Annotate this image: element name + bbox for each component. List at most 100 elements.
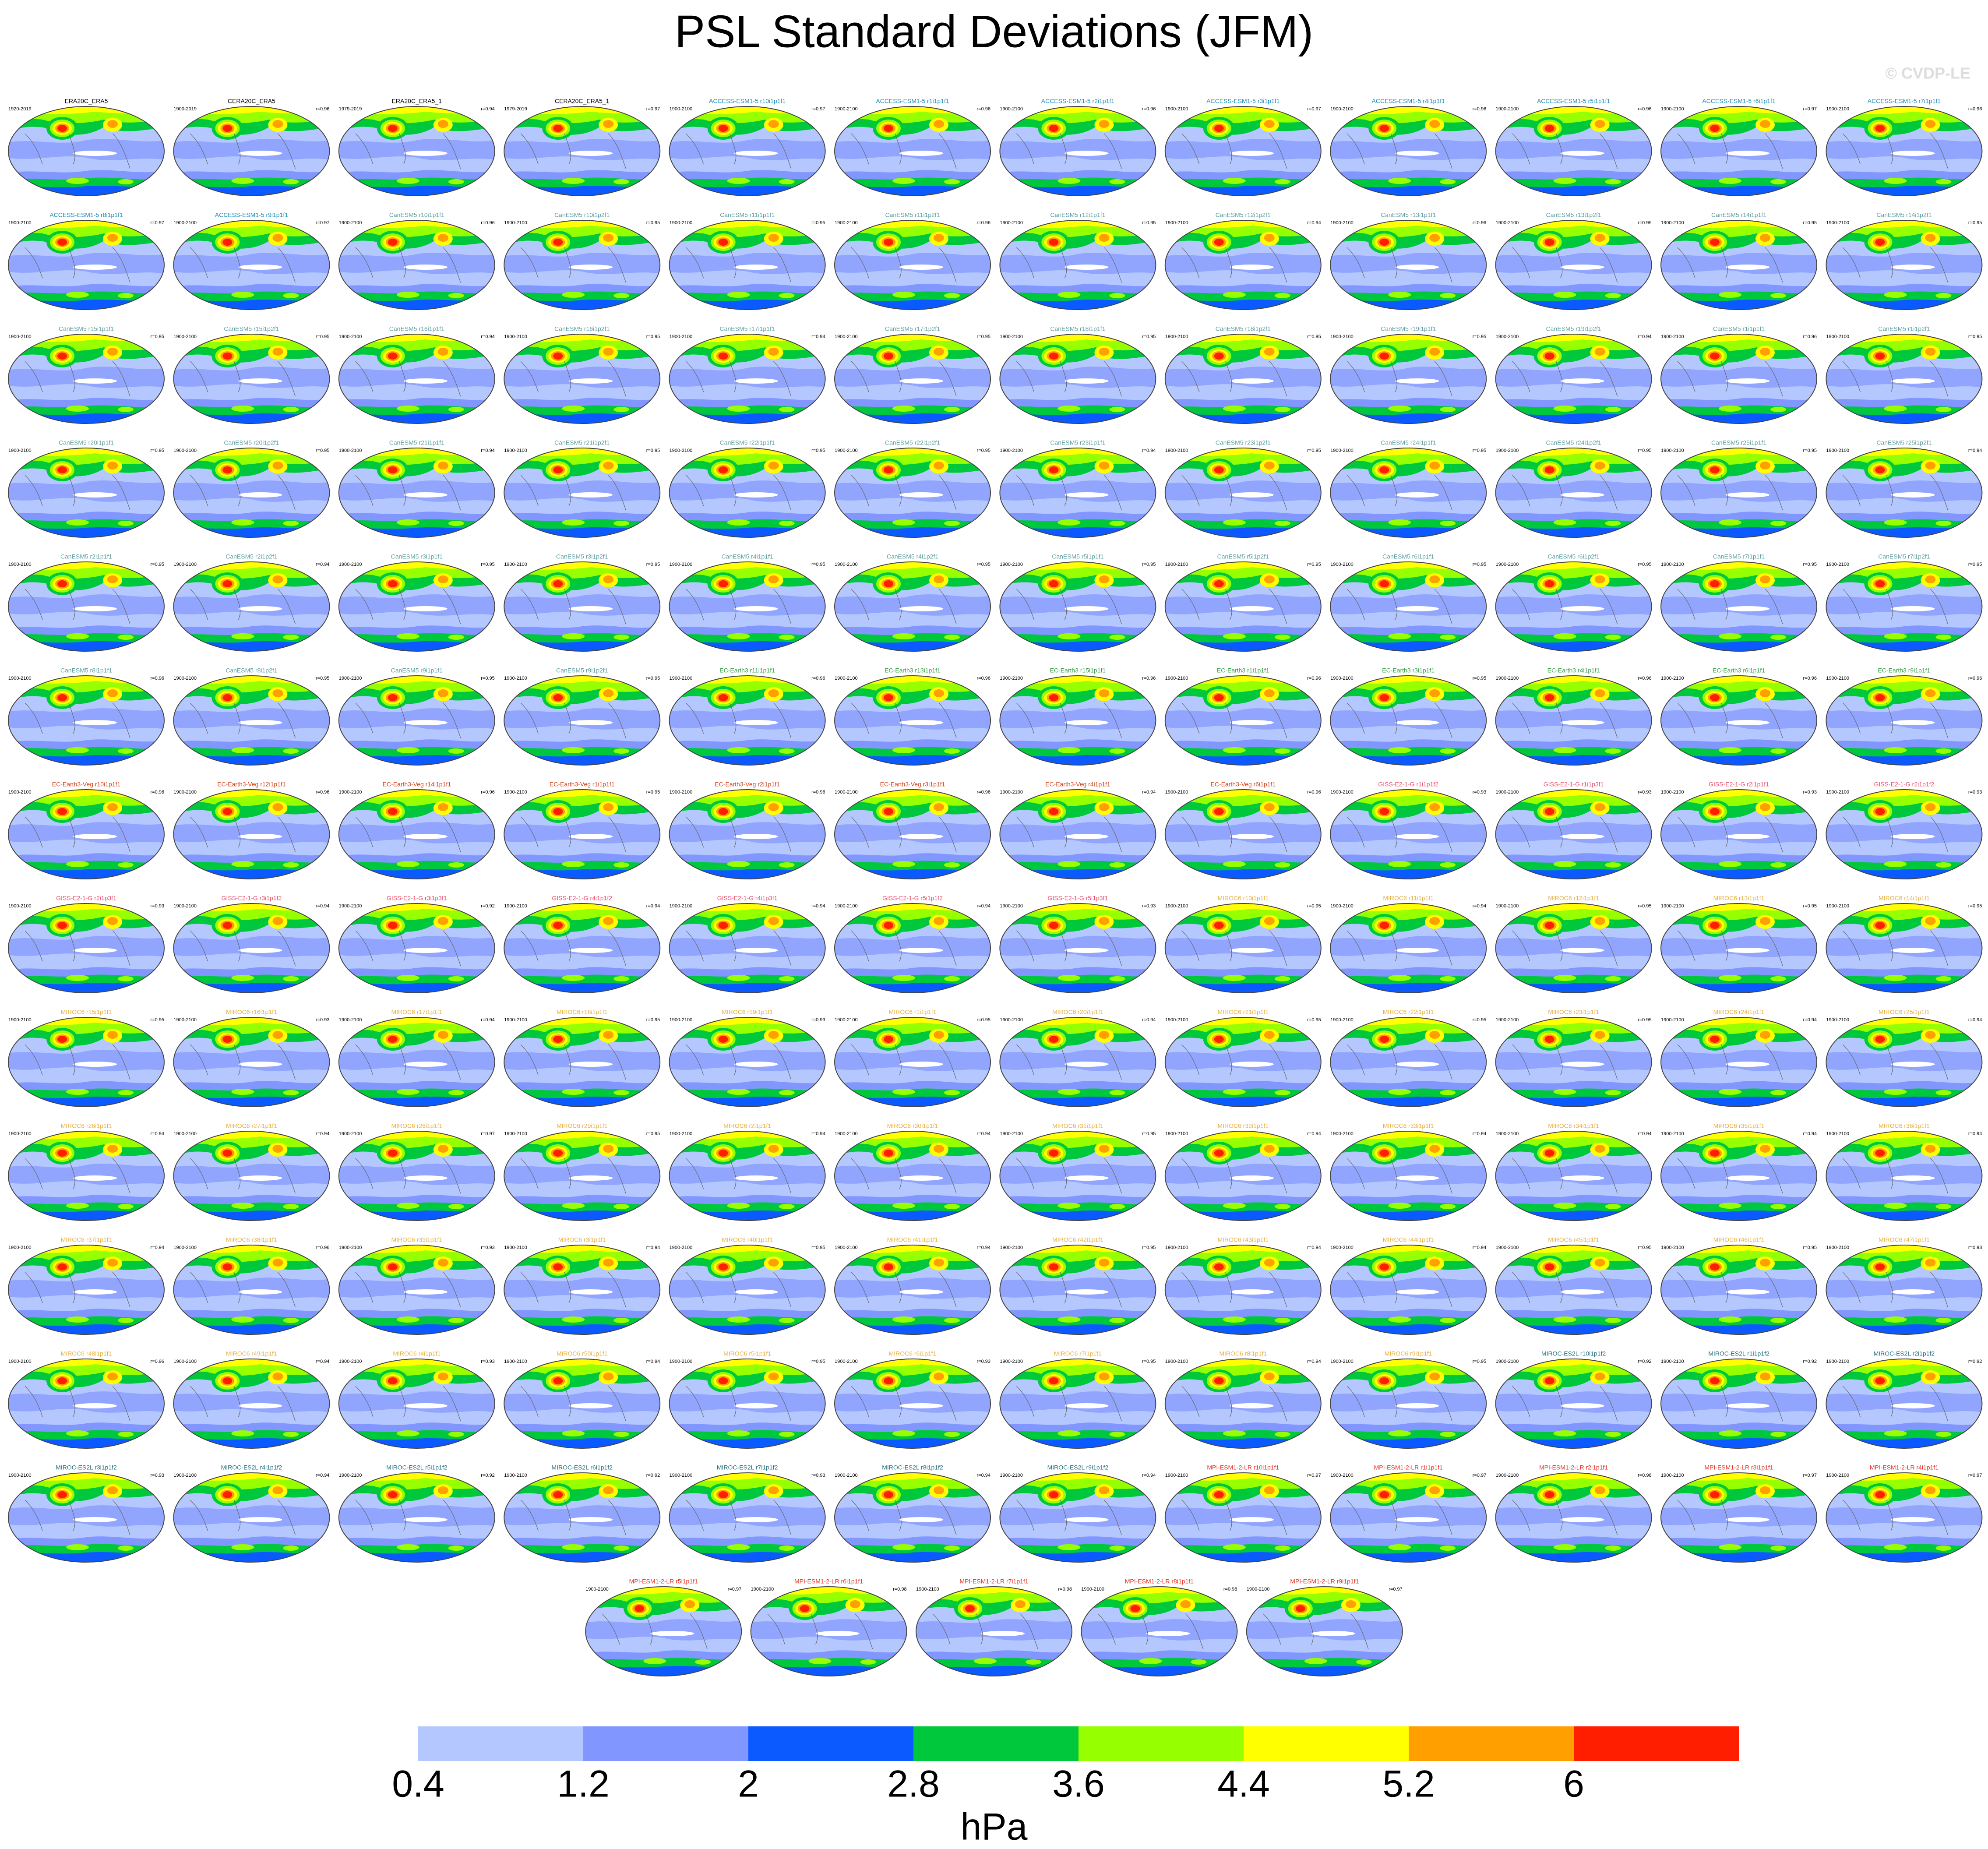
panel-title: CanESM5 r13i1p1f1 xyxy=(1381,212,1436,219)
map xyxy=(338,1358,496,1449)
panel-years: 1900-2100 xyxy=(835,1017,858,1023)
panel-title: MIROC-ES2L r3i1p1f2 xyxy=(56,1464,117,1471)
panel-years: 1900-2100 xyxy=(1661,106,1684,112)
panel-title: CERA20C_ERA5_1 xyxy=(555,98,610,105)
map xyxy=(338,903,496,994)
map-panel: MIROC6 r40i1p1f1 1900-2100 r=0.95 xyxy=(669,1236,826,1335)
panel-years: 1900-2100 xyxy=(670,562,693,567)
panel-title: MIROC6 r20i1p1f1 xyxy=(1052,1009,1103,1016)
map-panel: MIROC6 r12i1p1f1 1900-2100 r=0.95 xyxy=(1495,895,1653,994)
map-panel: CanESM5 r13i1p2f1 1900-2100 r=0.95 xyxy=(1495,212,1653,311)
map xyxy=(1660,333,1818,424)
map-panel: EC-Earth3 r13i1p1f1 1900-2100 r=0.96 xyxy=(834,667,991,766)
map xyxy=(1660,447,1818,538)
map xyxy=(1329,675,1487,766)
map xyxy=(503,333,661,424)
map-panel: CanESM5 r14i1p2f1 1900-2100 r=0.95 xyxy=(1825,212,1983,311)
map xyxy=(834,561,991,652)
panel-years: 1900-2100 xyxy=(1496,334,1519,339)
panel-stat: r=0.95 xyxy=(1473,334,1487,339)
panel-stat: r=0.95 xyxy=(1803,562,1817,567)
map xyxy=(7,1358,165,1449)
map-panel: CanESM5 r19i1p1f1 1900-2100 r=0.95 xyxy=(1329,325,1487,424)
map xyxy=(173,675,330,766)
map xyxy=(1164,1358,1322,1449)
panel-stat: r=0.94 xyxy=(1638,1131,1652,1136)
map xyxy=(1825,1244,1983,1335)
panel-stat: r=0.93 xyxy=(1968,790,1982,795)
panel-years: 1900-2100 xyxy=(8,1245,32,1250)
panel-years: 1900-2100 xyxy=(670,1359,693,1364)
panel-title: CanESM5 r24i1p1f1 xyxy=(1381,439,1436,446)
map xyxy=(1329,333,1487,424)
panel-years: 1900-2100 xyxy=(835,220,858,226)
colorbar-tick-label: 4.4 xyxy=(1217,1763,1270,1805)
map xyxy=(1825,1472,1983,1563)
map-panel: MIROC6 r25i1p1f1 1900-2100 r=0.94 xyxy=(1825,1009,1983,1108)
panel-years: 1900-2100 xyxy=(1000,334,1023,339)
map-panel: EC-Earth3-Veg r14i1p1f1 1900-2100 r=0.96 xyxy=(338,781,496,880)
colorbar-box xyxy=(418,1726,583,1761)
panel-title: MIROC6 r19i1p1f1 xyxy=(722,1009,773,1016)
panel-stat: r=0.98 xyxy=(893,1587,907,1592)
panel-stat: r=0.95 xyxy=(1968,903,1982,909)
map xyxy=(338,1472,496,1563)
map-panel: EC-Earth3 r15i1p1f1 1900-2100 r=0.96 xyxy=(999,667,1156,766)
panel-stat: r=0.96 xyxy=(1968,676,1982,681)
panel-stat: r=0.95 xyxy=(1638,448,1652,453)
panel-stat: r=0.92 xyxy=(1803,1359,1817,1364)
panel-title: CanESM5 r25i1p1f1 xyxy=(1711,439,1766,446)
map xyxy=(999,1472,1156,1563)
panel-years: 1900-2100 xyxy=(8,334,32,339)
panel-years: 1900-2100 xyxy=(1496,220,1519,226)
panel-years: 1900-2100 xyxy=(670,1131,693,1136)
panel-stat: r=0.95 xyxy=(481,562,495,567)
panel-stat: r=0.96 xyxy=(1803,334,1817,339)
map xyxy=(834,106,991,197)
panel-years: 1900-2100 xyxy=(835,448,858,453)
panel-stat: r=0.95 xyxy=(1473,448,1487,453)
map-panel: CanESM5 r14i1p1f1 1900-2100 r=0.95 xyxy=(1660,212,1818,311)
panel-title: EC-Earth3 r6i1p1f1 xyxy=(1713,667,1765,674)
panel-title: EC-Earth3-Veg r3i1p1f1 xyxy=(880,781,945,788)
panel-stat: r=0.94 xyxy=(1307,1131,1321,1136)
panel-stat: r=0.96 xyxy=(151,676,165,681)
map-panel: ACCESS-ESM1-5 r9i1p1f1 1900-2100 r=0.97 xyxy=(173,212,330,311)
map-panel: MIROC6 r3i1p1f1 1900-2100 r=0.94 xyxy=(503,1236,661,1335)
panel-title: MIROC6 r6i1p1f1 xyxy=(889,1350,937,1357)
panel-years: 1900-2100 xyxy=(339,448,362,453)
panel-years: 1900-2100 xyxy=(1661,334,1684,339)
panel-stat: r=0.96 xyxy=(1307,790,1321,795)
panel-stat: r=0.93 xyxy=(1473,790,1487,795)
map-panel: MIROC-ES2L r6i1p1f2 1900-2100 r=0.92 xyxy=(503,1464,661,1563)
panel-title: EC-Earth3 r13i1p1f1 xyxy=(885,667,941,674)
map xyxy=(999,106,1156,197)
panel-title: MIROC6 r26i1p1f1 xyxy=(61,1122,112,1129)
map xyxy=(669,561,826,652)
panel-title: MIROC6 r13i1p1f1 xyxy=(1713,895,1765,902)
panel-years: 1900-2100 xyxy=(1165,106,1188,112)
panel-years: 1900-2100 xyxy=(1165,1017,1188,1023)
map xyxy=(1495,561,1653,652)
panel-title: CanESM5 r4i1p1f1 xyxy=(721,553,773,560)
panel-stat: r=0.92 xyxy=(481,1473,495,1478)
map xyxy=(999,1244,1156,1335)
map-panel: MIROC6 r38i1p1f1 1900-2100 r=0.96 xyxy=(173,1236,330,1335)
panel-years: 1900-2100 xyxy=(670,1473,693,1478)
map xyxy=(1495,219,1653,311)
panel-title: MPI-ESM1-2-LR r5i1p1f1 xyxy=(629,1578,698,1585)
panel-years: 1900-2100 xyxy=(1496,106,1519,112)
map-panel: GISS-E2-1-G r2i1p1f2 1900-2100 r=0.93 xyxy=(1825,781,1983,880)
colorbar-box xyxy=(253,1726,418,1761)
map xyxy=(669,219,826,311)
panel-title: CanESM5 r9i1p2f1 xyxy=(556,667,608,674)
panel-years: 1900-2100 xyxy=(1000,1473,1023,1478)
map-panel: MIROC6 r48i1p1f1 1900-2100 r=0.96 xyxy=(7,1350,165,1449)
panel-stat: r=0.95 xyxy=(481,676,495,681)
panel-years: 1900-2100 xyxy=(1661,220,1684,226)
panel-title: EC-Earth3-Veg r12i1p1f1 xyxy=(217,781,286,788)
map-panel: ACCESS-ESM1-5 r3i1p1f1 1900-2100 r=0.97 xyxy=(1164,98,1322,197)
panel-stat: r=0.95 xyxy=(1307,903,1321,909)
map xyxy=(669,789,826,880)
